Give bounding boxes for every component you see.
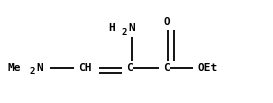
Text: CH: CH [78, 63, 91, 73]
Text: Me: Me [8, 63, 22, 73]
Text: N: N [36, 63, 43, 73]
Text: C: C [126, 63, 133, 73]
Text: N: N [128, 23, 135, 33]
Text: O: O [163, 17, 170, 27]
Text: 2: 2 [121, 28, 126, 36]
Text: C: C [163, 63, 170, 73]
Text: OEt: OEt [197, 63, 217, 73]
Text: H: H [108, 23, 115, 33]
Text: 2: 2 [29, 67, 34, 77]
